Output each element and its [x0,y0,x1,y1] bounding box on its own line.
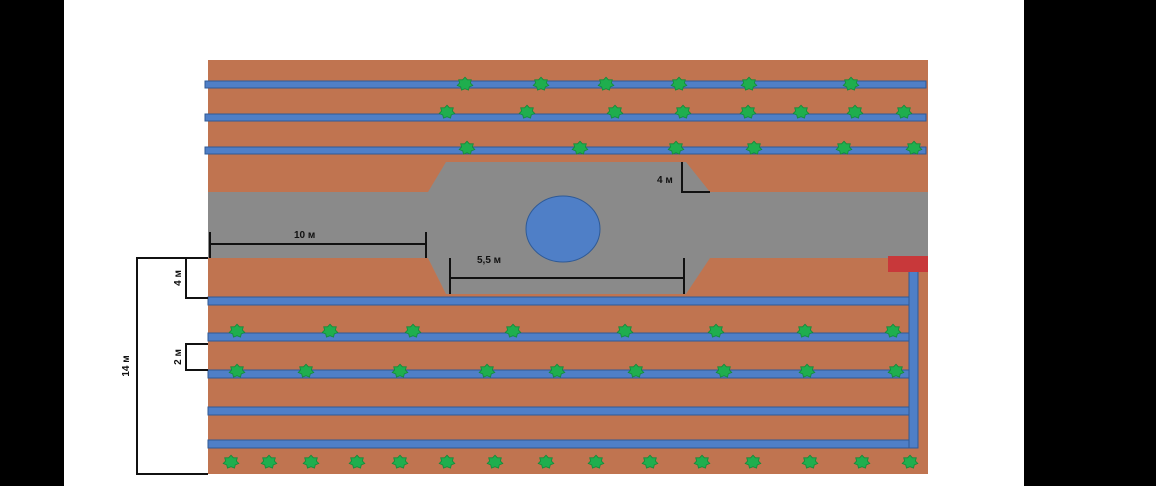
plant-top-1-2 [532,76,550,91]
irrigation-pipe-top-3 [204,146,927,155]
irrigation-pipe-top-2 [204,113,927,122]
plant-bottom-2-5 [616,323,634,338]
plant-top-2-4 [674,104,692,119]
plant-bottom-edge-3 [302,454,320,469]
plant-top-1-1 [456,76,474,91]
plant-top-2-7 [846,104,864,119]
plant-top-3-6 [905,140,923,155]
garden-canvas: 4 м 10 м 5,5 м 4 м 2 м 14 м [64,0,1024,486]
plant-bottom-edge-9 [587,454,605,469]
plant-top-3-1 [458,140,476,155]
plant-bottom-3-9 [887,363,905,378]
plant-top-3-2 [571,140,589,155]
dim-path-length-line [209,232,427,258]
plant-bottom-2-6 [707,323,725,338]
plant-bottom-edge-10 [641,454,659,469]
irrigation-pipe-bottom-1 [207,296,913,306]
label-pond-length: 5,5 м [477,255,501,266]
plant-bottom-edge-5 [391,454,409,469]
dim-path-width-line [681,162,710,193]
plants-layer [222,76,923,469]
plant-bottom-edge-6 [438,454,456,469]
plant-bottom-3-7 [715,363,733,378]
plant-top-2-1 [438,104,456,119]
plant-bottom-edge-2 [260,454,278,469]
plant-bottom-2-2 [321,323,339,338]
plant-bottom-2-7 [796,323,814,338]
label-row-spacing: 2 м [173,349,184,365]
plant-top-2-3 [606,104,624,119]
irrigation-main-vertical [908,269,919,449]
label-total-width: 14 м [121,355,132,376]
plant-top-2-8 [895,104,913,119]
plant-top-2-2 [518,104,536,119]
irrigation-pipe-bottom-5 [207,439,913,449]
plant-top-2-5 [739,104,757,119]
plant-bottom-2-8 [884,323,902,338]
pond [525,195,601,263]
plant-bottom-edge-1 [222,454,240,469]
garden-plan: 4 м 10 м 5,5 м 4 м 2 м 14 м [121,60,928,475]
plant-top-3-5 [835,140,853,155]
plant-top-1-3 [597,76,615,91]
plant-bottom-3-3 [391,363,409,378]
plant-bottom-edge-4 [348,454,366,469]
plant-top-3-3 [667,140,685,155]
plant-bottom-edge-11 [693,454,711,469]
plant-bottom-2-3 [404,323,422,338]
label-gap: 4 м [173,270,184,286]
dimension-lines: 4 м 10 м 5,5 м 4 м 2 м 14 м [121,162,710,475]
dim-pond-length-line [449,258,685,294]
plant-bottom-edge-15 [901,454,919,469]
label-path-length: 10 м [294,230,315,241]
plant-bottom-edge-14 [853,454,871,469]
dim-total-line [136,257,208,475]
plant-bottom-3-4 [478,363,496,378]
plant-top-3-4 [745,140,763,155]
plant-top-1-6 [842,76,860,91]
plant-bottom-edge-12 [744,454,762,469]
plant-bottom-3-8 [798,363,816,378]
label-path-width: 4 м [657,175,673,186]
dim-gap-line [185,257,208,299]
plant-bottom-3-5 [548,363,566,378]
plant-top-1-4 [670,76,688,91]
plant-bottom-edge-7 [486,454,504,469]
plant-bottom-2-4 [504,323,522,338]
irrigation-pipe-bottom-4 [207,406,913,416]
plant-top-2-6 [792,104,810,119]
water-valve [888,256,928,272]
dim-row-spacing-line [185,343,208,371]
plant-top-1-5 [740,76,758,91]
plant-bottom-3-6 [627,363,645,378]
plant-bottom-3-2 [297,363,315,378]
plant-bottom-edge-8 [537,454,555,469]
plant-bottom-edge-13 [801,454,819,469]
plant-bottom-2-1 [228,323,246,338]
irrigation-pipe-top-1 [204,80,927,89]
plant-bottom-3-1 [228,363,246,378]
